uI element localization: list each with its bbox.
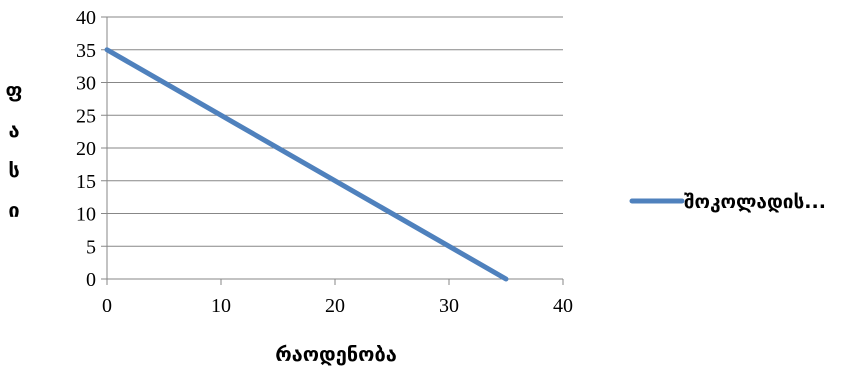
x-axis-ticks: 0 10 20 30 40 [102,279,573,317]
y-tick-label: 5 [86,236,96,258]
x-axis-title: რაოდენობა [275,342,397,366]
x-tick-label: 10 [211,295,231,317]
y-tick-label: 40 [76,7,96,29]
axes [106,17,563,280]
y-axis-title-char: ს [8,158,19,182]
legend-label: შოკოლადის... [684,191,826,213]
y-axis-title-char: ი [8,198,19,222]
gridlines [107,16,563,280]
x-tick-label: 20 [325,295,345,317]
y-tick-label: 25 [76,105,96,127]
y-tick-label: 0 [86,269,96,291]
y-tick-label: 10 [76,204,96,226]
series-line [104,47,509,282]
y-tick-label: 30 [76,73,96,95]
y-tick-label: 35 [76,40,96,62]
y-tick-label: 15 [76,171,96,193]
series-layer [104,47,509,282]
x-tick-label: 40 [553,295,573,317]
y-tick-label: 20 [76,138,96,160]
y-axis-title-char: ფ [5,78,22,102]
y-axis-ticks: 0 5 10 15 20 25 30 35 40 [76,7,107,291]
x-tick-label: 0 [102,295,112,317]
legend: შოკოლადის... [629,191,826,213]
y-axis-title-char: ა [8,118,19,142]
x-tick-label: 30 [439,295,459,317]
